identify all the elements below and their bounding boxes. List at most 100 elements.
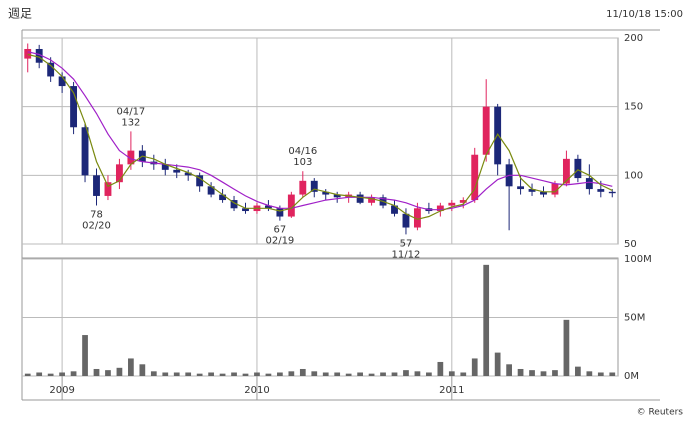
- candle-body: [196, 175, 204, 187]
- volume-bar: [403, 370, 409, 376]
- volume-bar: [242, 373, 249, 376]
- annotation-date: 02/20: [82, 221, 111, 232]
- candle-body: [482, 106, 490, 155]
- candle-body: [81, 127, 89, 176]
- volume-bar: [448, 371, 455, 376]
- annotation-value: 67: [274, 225, 287, 236]
- volume-bar: [47, 373, 54, 376]
- volume-bar: [368, 373, 375, 376]
- volume-bar: [460, 372, 467, 376]
- volume-bar: [59, 372, 65, 376]
- y-tick-label: 100: [624, 170, 643, 181]
- annotation-value: 78: [90, 210, 103, 221]
- volume-bar: [609, 372, 616, 376]
- candle-body: [391, 205, 398, 214]
- annotation-date: 04/17: [116, 106, 145, 117]
- candle-body: [104, 182, 112, 196]
- candle-body: [127, 150, 135, 165]
- volume-bar: [575, 366, 581, 376]
- volume-bar: [563, 319, 570, 376]
- candle-body: [24, 48, 32, 59]
- volume-bar: [196, 373, 203, 376]
- volume-bar: [277, 372, 283, 376]
- volume-bar: [552, 370, 558, 376]
- candle-body: [608, 191, 616, 194]
- volume-bar: [150, 371, 157, 376]
- volume-bar: [311, 371, 318, 376]
- candle-body: [219, 194, 227, 201]
- volume-bar: [265, 373, 272, 376]
- moving-average: [27, 51, 613, 211]
- timestamp: 11/10/18 15:00: [606, 9, 683, 20]
- annotation-value: 132: [121, 117, 140, 128]
- y2-tick-label: 0M: [624, 371, 639, 382]
- candle-body: [459, 200, 467, 203]
- volume-bar: [426, 372, 432, 376]
- volume-bar: [322, 372, 329, 376]
- y-tick-label: 150: [624, 102, 643, 113]
- candle-body: [93, 175, 100, 196]
- candle-body: [276, 208, 284, 217]
- volume-bar: [483, 264, 490, 376]
- candle-body: [585, 178, 593, 190]
- volume-bar: [334, 372, 341, 376]
- candle-body: [230, 200, 238, 209]
- candle-body: [574, 158, 582, 179]
- candle-body: [528, 189, 536, 192]
- annotation-date: 04/16: [288, 146, 317, 157]
- volume-bar: [357, 372, 363, 376]
- moving-average: [27, 53, 613, 220]
- y2-tick-label: 50M: [624, 313, 645, 324]
- candle-body: [562, 158, 570, 184]
- candle-body: [413, 208, 421, 228]
- volume-bar: [116, 367, 123, 376]
- volume-bar: [597, 372, 604, 376]
- volume-bar: [540, 371, 547, 376]
- candle-body: [310, 180, 318, 192]
- x-tick-label: 2009: [49, 385, 74, 396]
- candle-body: [207, 186, 215, 195]
- volume-bar: [471, 358, 478, 376]
- candle-body: [322, 191, 330, 195]
- annotation-value: 57: [400, 238, 413, 249]
- candle-body: [471, 154, 479, 201]
- volume-bar: [288, 371, 295, 376]
- candle-body: [35, 48, 43, 63]
- x-tick-label: 2011: [439, 385, 464, 396]
- volume-bar: [162, 372, 169, 376]
- volume-bar: [70, 371, 77, 376]
- volume-bar: [437, 361, 444, 376]
- volume-bar: [219, 373, 226, 376]
- volume-bar: [231, 372, 237, 376]
- candle-body: [242, 208, 249, 212]
- x-tick-label: 2010: [244, 385, 269, 396]
- candle-body: [47, 62, 55, 77]
- candle-body: [517, 186, 525, 190]
- volume-bar: [208, 372, 214, 376]
- y-tick-label: 50: [624, 239, 637, 250]
- volume-bar: [299, 368, 306, 376]
- annotation-value: 103: [293, 157, 312, 168]
- volume-bar: [391, 372, 398, 376]
- volume-bar: [254, 372, 260, 376]
- volume-bar: [586, 371, 593, 376]
- candle-body: [287, 194, 295, 217]
- volume-bar: [36, 372, 43, 376]
- candle-body: [299, 180, 307, 195]
- volume-bar: [139, 364, 146, 376]
- annotation-date: 11/12: [392, 249, 421, 260]
- candle-body: [184, 172, 192, 176]
- volume-bar: [128, 358, 134, 376]
- candle-body: [161, 164, 169, 170]
- candle-body: [264, 205, 272, 209]
- candle-body: [597, 189, 605, 192]
- candle-body: [115, 164, 123, 183]
- volume-bar: [529, 370, 535, 376]
- volume-bar: [93, 368, 100, 376]
- credit: © Reuters: [637, 408, 684, 418]
- volume-bar: [517, 368, 524, 376]
- candle-body: [173, 169, 181, 173]
- candle-body: [551, 183, 559, 195]
- candle-body: [356, 194, 364, 203]
